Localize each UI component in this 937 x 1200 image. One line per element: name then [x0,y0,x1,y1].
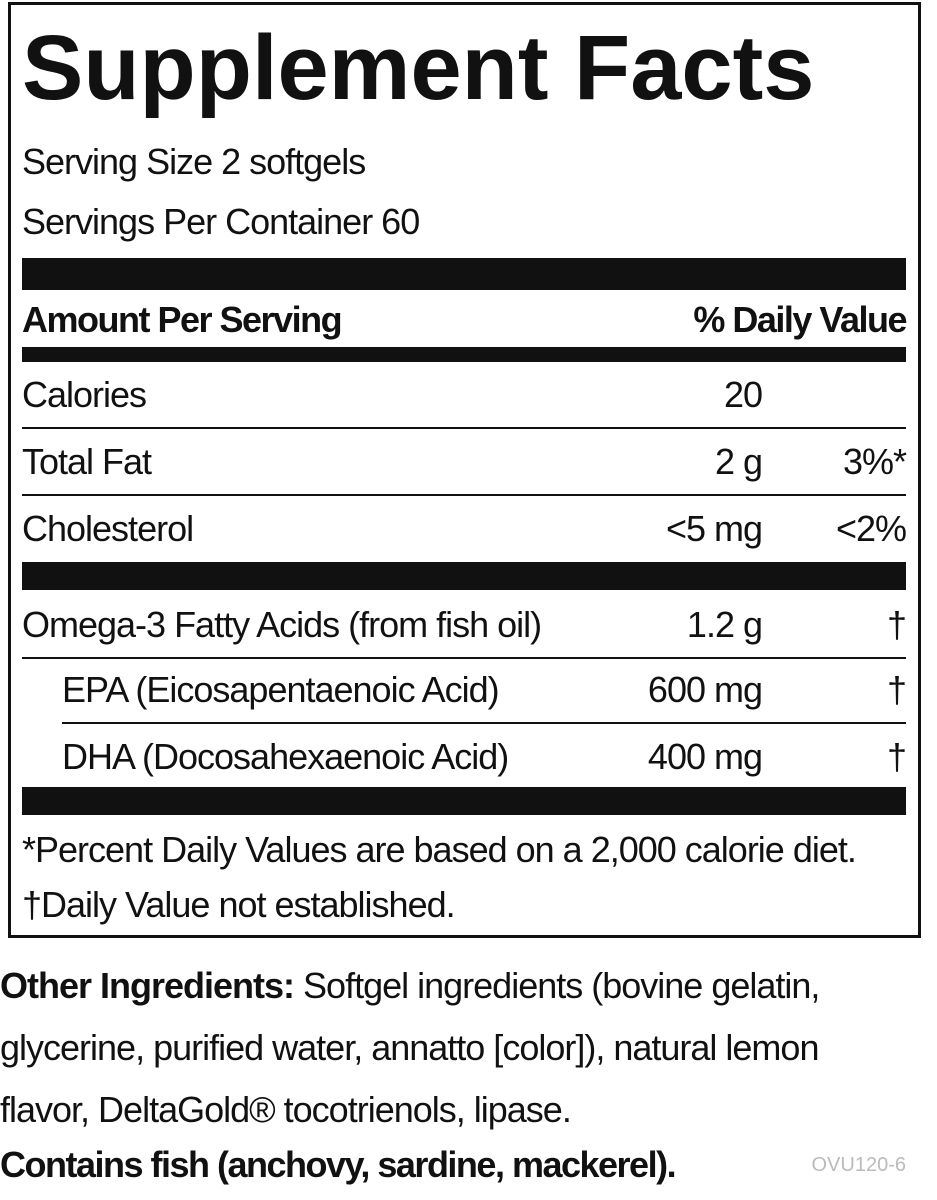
serving-size: Serving Size 2 softgels [22,141,366,182]
allergen-statement: Contains fish (anchovy, sardine, mackere… [0,1144,677,1185]
nutrient-daily-value: † [886,736,907,777]
nutrient-amount: 1.2 g [686,604,763,645]
header-daily-value: % Daily Value [693,299,907,340]
footnote: †Daily Value not established. [22,884,456,925]
nutrient-name: Cholesterol [22,508,194,549]
servings-per-container: Servings Per Container 60 [22,201,420,242]
nutrient-amount: <5 mg [665,508,763,549]
nutrient-daily-value: 3%* [842,441,907,482]
nutrient-name: EPA (Eicosapentaenoic Acid) [62,669,500,710]
thick-bar [22,787,906,815]
nutrient-name: DHA (Docosahexaenoic Acid) [62,736,509,777]
nutrient-amount: 400 mg [647,736,763,777]
nutrient-name: Calories [22,374,147,415]
other-ingredients-text: Softgel ingredients (bovine gelatin, gly… [0,965,820,1130]
row-rule [22,657,906,659]
row-rule [22,427,906,429]
row-rule [22,494,906,496]
product-code: OVU120-6 [811,1154,907,1176]
nutrient-name: Omega-3 Fatty Acids (from fish oil) [22,604,542,645]
header-amount: Amount Per Serving [22,299,343,340]
title: Supplement Facts [22,17,815,119]
footnote: *Percent Daily Values are based on a 2,0… [22,829,857,870]
nutrient-amount: 600 mg [647,669,763,710]
facts-box [8,2,921,938]
other-ingredients: Other Ingredients: Softgel ingredients (… [0,955,910,1141]
nutrient-daily-value: † [886,604,907,645]
nutrient-daily-value: <2% [835,508,907,549]
thick-bar [22,562,906,590]
nutrient-daily-value: † [886,669,907,710]
thick-bar [22,347,906,362]
nutrient-name: Total Fat [22,441,152,482]
other-ingredients-label: Other Ingredients: [0,965,295,1006]
thick-bar [22,258,906,290]
row-rule [62,722,906,724]
nutrient-amount: 20 [723,374,763,415]
nutrient-amount: 2 g [714,441,763,482]
